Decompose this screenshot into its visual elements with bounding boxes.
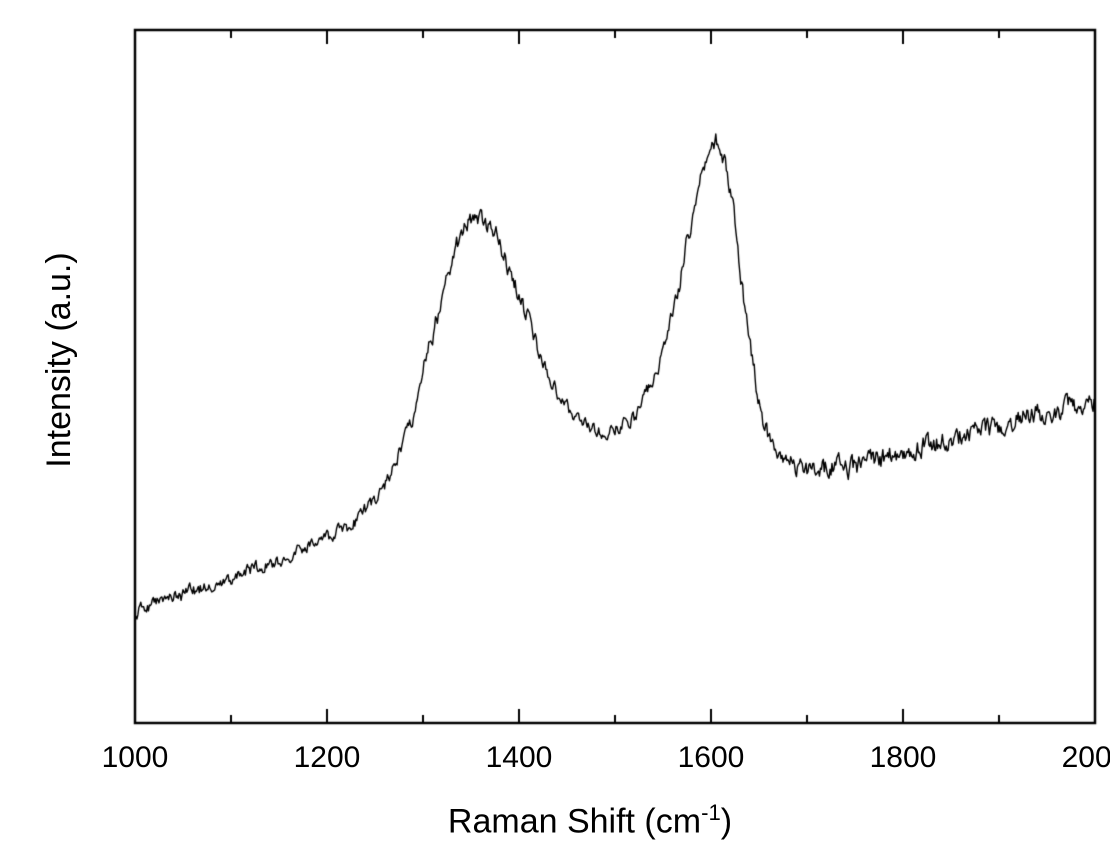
x-tick-label: 1000 [102, 741, 169, 775]
x-axis-label: Raman Shift (cm-1) [380, 800, 800, 841]
x-tick-label: 1400 [486, 741, 553, 775]
x-tick-label: 1800 [870, 741, 937, 775]
x-tick-label: 1600 [678, 741, 745, 775]
x-tick-label: 1200 [294, 741, 361, 775]
x-axis-label-suffix: ) [721, 802, 732, 840]
chart-canvas [0, 0, 1110, 855]
raman-chart: Intensity (a.u.) Raman Shift (cm-1) 1000… [0, 0, 1110, 855]
x-axis-label-main: Raman Shift (cm [448, 802, 701, 840]
y-axis-label: Intensity (a.u.) [40, 160, 79, 560]
x-tick-label: 2000 [1062, 741, 1110, 775]
x-axis-label-sup: -1 [701, 800, 721, 825]
